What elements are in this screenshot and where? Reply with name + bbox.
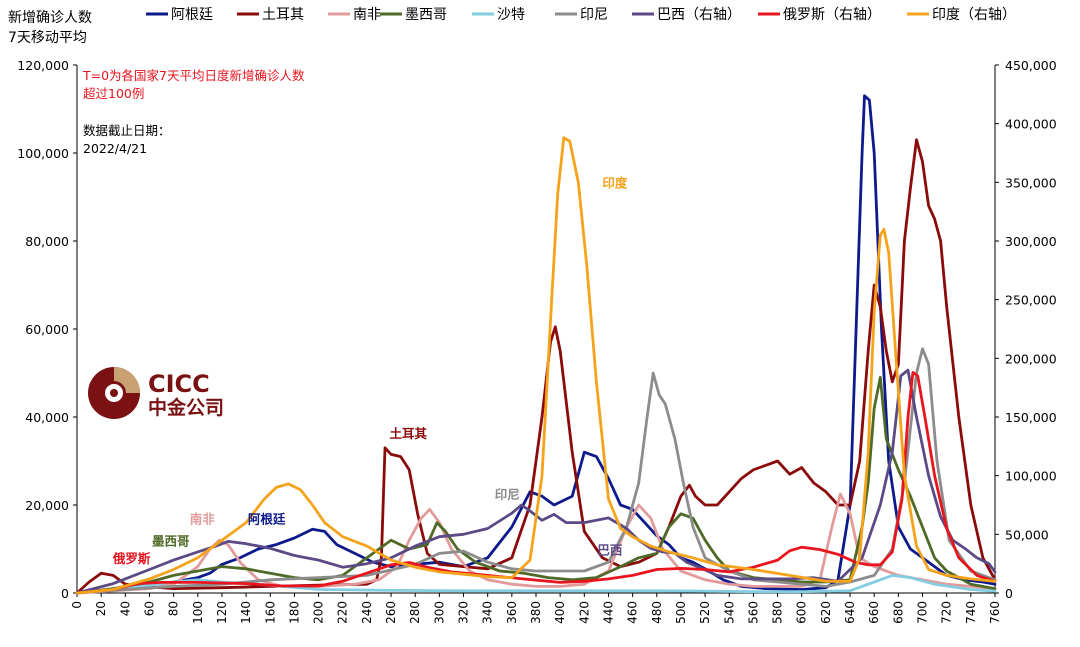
x-tick-label: 580 xyxy=(771,601,785,624)
x-tick-label: 420 xyxy=(577,601,591,624)
x-tick-label: 720 xyxy=(940,601,954,624)
right-tick-label: 50,000 xyxy=(1005,527,1049,542)
x-tick-label: 560 xyxy=(746,601,760,624)
x-tick-label: 400 xyxy=(553,601,567,624)
series-line-印度（右轴） xyxy=(75,136,997,595)
axes: 0 20,000 40,000 60,000 80,000 100,000 120,000 0… xyxy=(17,58,1056,624)
legend-label: 墨西哥 xyxy=(405,7,447,23)
left-tick-label: 40,000 xyxy=(25,410,69,425)
x-tick-label: 120 xyxy=(215,601,229,624)
annotation-label: 南非 xyxy=(190,512,216,527)
x-tick-label: 20 xyxy=(94,601,108,616)
x-tick-label: 680 xyxy=(891,601,905,624)
right-tick-label: 0 xyxy=(1005,586,1013,601)
x-tick-label: 540 xyxy=(722,601,736,624)
cutoff-note-line2: 2022/4/21 xyxy=(83,141,147,156)
x-tick-label: 660 xyxy=(867,601,881,624)
x-tick-label: 600 xyxy=(795,601,809,624)
x-tick-label: 740 xyxy=(964,601,978,624)
left-tick-label: 60,000 xyxy=(25,322,69,337)
legend-label: 阿根廷 xyxy=(171,7,213,23)
annotation-label: 土耳其 xyxy=(389,426,427,441)
left-axis-title-line1: 新增确诊人数 xyxy=(8,10,92,26)
x-tick-label: 500 xyxy=(674,601,688,624)
right-tick-label: 350,000 xyxy=(1005,175,1057,190)
annotation-label: 巴西 xyxy=(597,543,622,558)
x-tick-label: 160 xyxy=(263,601,277,624)
annotation-label: 阿根廷 xyxy=(248,511,286,526)
series-line-俄罗斯（右轴） xyxy=(75,371,997,595)
x-tick-label: 760 xyxy=(988,601,1002,624)
x-tick-label: 260 xyxy=(384,601,398,624)
legend-label: 巴西（右轴） xyxy=(657,7,741,23)
right-tick-label: 250,000 xyxy=(1005,293,1057,308)
x-tick-label: 200 xyxy=(312,601,326,624)
right-tick-label: 450,000 xyxy=(1005,58,1057,73)
x-tick-label: 380 xyxy=(529,601,543,624)
x-tick-label: 0 xyxy=(70,601,84,609)
x-tick-label: 460 xyxy=(626,601,640,624)
x-tick-label: 300 xyxy=(432,601,446,624)
x-tick-label: 640 xyxy=(843,601,857,624)
x-tick-label: 100 xyxy=(191,601,205,624)
left-tick-label: 120,000 xyxy=(17,58,69,73)
x-tick-label: 480 xyxy=(650,601,664,624)
legend-label: 土耳其 xyxy=(262,7,304,23)
right-tick-label: 400,000 xyxy=(1005,117,1057,132)
series-line-沙特 xyxy=(75,574,997,595)
legend: 阿根廷 土耳其 南非 墨西哥 沙特 印尼 巴西（右轴） 俄罗斯（右轴） 印度（右轴） xyxy=(146,7,1016,23)
legend-label: 南非 xyxy=(353,7,381,23)
cutoff-note-line1: 数据截止日期： xyxy=(83,123,171,138)
x-tick-label: 140 xyxy=(239,601,253,624)
x-tick-label: 40 xyxy=(118,601,132,616)
x-tick-label: 360 xyxy=(505,601,519,624)
legend-label: 沙特 xyxy=(497,7,525,23)
definition-note-line1: T=0为各国家7天平均日度新增确诊人数 xyxy=(82,68,305,83)
x-tick-label: 220 xyxy=(336,601,350,624)
x-tick-label: 520 xyxy=(698,601,712,624)
x-tick-label: 80 xyxy=(167,601,181,616)
annotation-label: 俄罗斯 xyxy=(112,551,151,566)
left-tick-label: 100,000 xyxy=(17,146,69,161)
x-tick-label: 60 xyxy=(142,601,156,616)
x-tick-label: 240 xyxy=(360,601,374,624)
right-tick-label: 150,000 xyxy=(1005,410,1057,425)
annotation-label: 印尼 xyxy=(495,487,520,502)
left-tick-label: 0 xyxy=(61,586,69,601)
legend-label: 俄罗斯（右轴） xyxy=(783,7,881,23)
x-tick-label: 620 xyxy=(819,601,833,624)
series-line-南非 xyxy=(75,492,997,595)
logo-text-chinese: 中金公司 xyxy=(148,396,224,419)
cicc-logo: CICC 中金公司 xyxy=(88,367,224,419)
x-tick-label: 700 xyxy=(916,601,930,624)
x-tick-label: 320 xyxy=(457,601,471,624)
series-line-阿根廷 xyxy=(75,94,997,595)
right-tick-label: 200,000 xyxy=(1005,351,1057,366)
x-tick-label: 440 xyxy=(601,601,615,624)
legend-label: 印尼 xyxy=(580,7,608,23)
logo-text-latin: CICC xyxy=(148,370,210,398)
left-tick-label: 80,000 xyxy=(25,234,69,249)
left-tick-label: 20,000 xyxy=(25,498,69,513)
legend-label: 印度（右轴） xyxy=(932,7,1016,23)
annotation-label: 印度 xyxy=(602,175,628,190)
x-tick-label: 180 xyxy=(287,601,301,624)
right-tick-label: 300,000 xyxy=(1005,234,1057,249)
right-tick-label: 100,000 xyxy=(1005,469,1057,484)
left-axis-title-line2: 7天移动平均 xyxy=(8,30,87,46)
definition-note-line2: 超过100例 xyxy=(83,86,144,101)
x-tick-label: 340 xyxy=(481,601,495,624)
x-tick-label: 280 xyxy=(408,601,422,624)
annotation-label: 墨西哥 xyxy=(152,534,190,549)
series-lines xyxy=(75,94,997,595)
